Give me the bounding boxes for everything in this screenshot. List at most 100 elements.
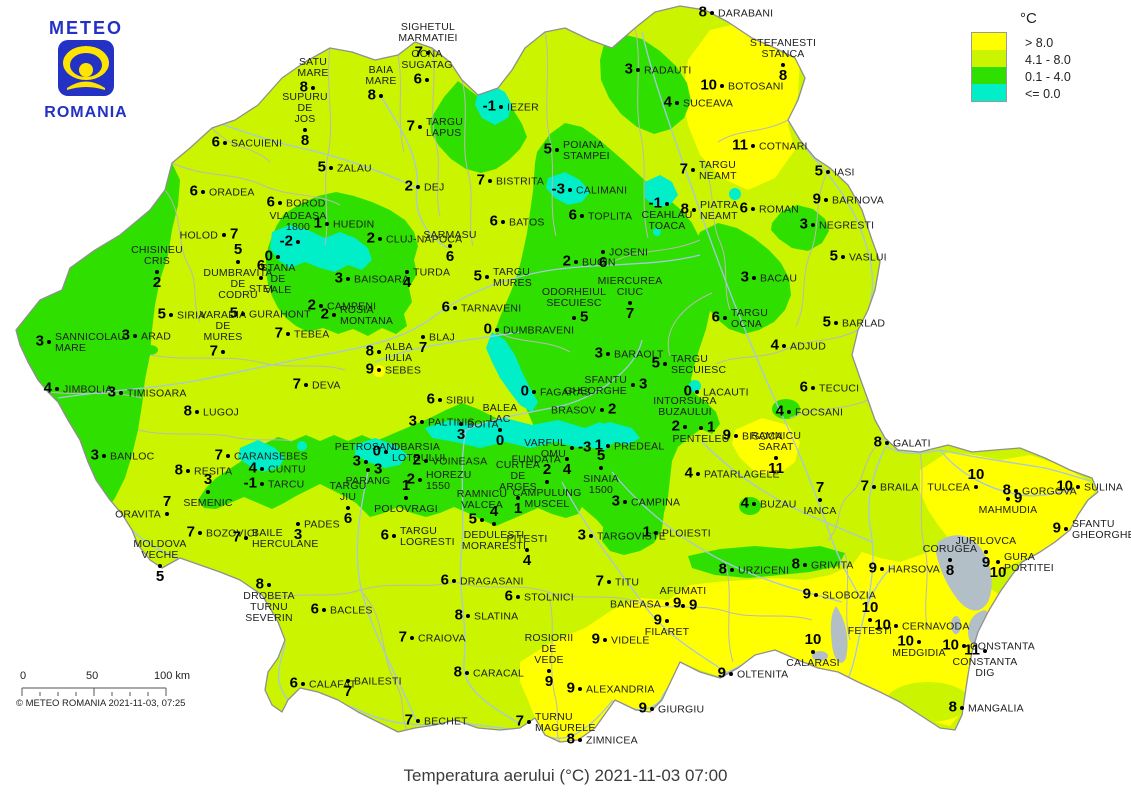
station-dot — [260, 482, 264, 486]
station-value: 9 — [717, 664, 726, 682]
station-value: 3 — [90, 446, 99, 464]
station-dot — [974, 485, 978, 489]
station-label: CUNTU — [268, 463, 306, 476]
station-value: 6 — [598, 254, 608, 271]
station-value: 2 — [404, 177, 413, 195]
station-label: TOPLITA — [588, 210, 633, 223]
station-label: BARNOVA — [832, 194, 884, 207]
station-value: 1 — [401, 477, 411, 494]
station-value: 10 — [804, 631, 822, 648]
station-value: 5 — [814, 162, 823, 180]
station-label: MIERCUREA CIUC — [597, 275, 663, 298]
station-label: DROBETA TURNU SEVERIN — [243, 590, 295, 624]
station-value: 5 — [829, 247, 838, 265]
meteo-romania-emblem-icon — [58, 40, 114, 96]
station-dot — [654, 531, 658, 535]
station-label: PETROSANI — [334, 441, 398, 453]
station-dot — [346, 679, 350, 683]
station-dot — [296, 522, 300, 526]
station-dot — [681, 604, 685, 608]
station-dot — [492, 522, 496, 526]
station-label: GALATI — [893, 437, 931, 450]
station-dot — [695, 390, 699, 394]
station-label: GURAHONT — [249, 308, 311, 321]
station-value: 7 — [815, 479, 825, 496]
station-dot — [607, 580, 611, 584]
station-label: DUMBRAVITA DE CODRU — [203, 267, 273, 301]
station-label: ORAVITA — [115, 508, 161, 521]
legend-label: 0.1 - 4.0 — [1025, 70, 1071, 84]
copyright-credit: © METEO ROMANIA 2021-11-03, 07:25 — [16, 698, 186, 709]
station-dot — [948, 558, 952, 562]
station-dot — [650, 707, 654, 711]
station-label: CALARASI — [786, 657, 840, 669]
station-value: 7 — [292, 375, 301, 393]
station-label: BAISOARA — [354, 273, 410, 286]
station-dot — [599, 466, 603, 470]
station-value: 10 — [989, 564, 1007, 581]
station-dot — [384, 450, 388, 454]
station-label: PADES — [304, 518, 340, 531]
station-value: 0 — [683, 382, 692, 400]
station-label: TECUCI — [819, 382, 860, 395]
station-label: SINAIA 1500 — [583, 473, 619, 496]
station-value: 2 — [366, 229, 375, 247]
station-dot — [501, 220, 505, 224]
station-dot — [244, 536, 248, 540]
station-value: 3 — [334, 269, 343, 287]
station-label: COTNARI — [759, 140, 808, 153]
station-dot — [165, 512, 169, 516]
station-label: CARACAL — [473, 667, 524, 680]
station-label: BUCIN — [582, 256, 616, 269]
station-value: 4 — [43, 379, 52, 397]
station-dot — [221, 350, 225, 354]
station-dot — [880, 567, 884, 571]
station-label: PITESTI — [506, 533, 548, 545]
station-label: SFANTU GHEORGHE — [564, 374, 627, 397]
station-value: 3 — [408, 412, 417, 430]
station-value: 6 — [489, 212, 498, 230]
station-dot — [465, 671, 469, 675]
station-value: 9 — [981, 554, 991, 571]
station-label: PENTELEU — [672, 433, 730, 445]
station-value: 8 — [791, 555, 800, 573]
station-label: BOZOVICI — [206, 527, 258, 540]
legend-swatch — [972, 67, 1006, 84]
station-dot — [155, 270, 159, 274]
station-value: 11 — [732, 136, 748, 154]
station-dot — [555, 148, 559, 152]
station-dot — [699, 426, 703, 430]
station-dot — [568, 188, 572, 192]
station-value: 0 — [495, 432, 505, 449]
station-value: 4 — [740, 494, 749, 512]
scale-tick-50: 50 — [86, 670, 99, 682]
station-dot — [198, 531, 202, 535]
map-caption: Temperatura aerului (°C) 2021-11-03 07:0… — [403, 766, 728, 785]
station-dot — [405, 270, 409, 274]
station-label: FUNDATA — [511, 453, 561, 466]
station-dot — [133, 334, 137, 338]
station-label: SUCEAVA — [683, 97, 734, 110]
station-value: 9 — [544, 673, 554, 690]
station-label: JOSENI — [609, 246, 649, 259]
station-value: 2 — [307, 296, 316, 314]
station-dot — [628, 301, 632, 305]
station-label: ROSIA MONTANA — [340, 304, 394, 327]
station-dot — [267, 583, 271, 587]
station-dot — [286, 332, 290, 336]
station-dot — [578, 738, 582, 742]
station-value: 7 — [860, 477, 869, 495]
station-value: 8 — [948, 698, 957, 716]
station-label: ODORHEIUL SECUIESC — [541, 286, 607, 309]
station-value: 3 — [121, 326, 130, 344]
station-value: 6 — [310, 600, 319, 618]
station-value: 9 — [1014, 489, 1023, 507]
station-dot — [448, 244, 452, 248]
station-value: 5 — [822, 313, 831, 331]
station-dot — [377, 350, 381, 354]
station-label: TARNAVENI — [461, 302, 522, 315]
station-label: BANLOC — [110, 450, 155, 463]
station-value: 3 — [594, 344, 603, 362]
